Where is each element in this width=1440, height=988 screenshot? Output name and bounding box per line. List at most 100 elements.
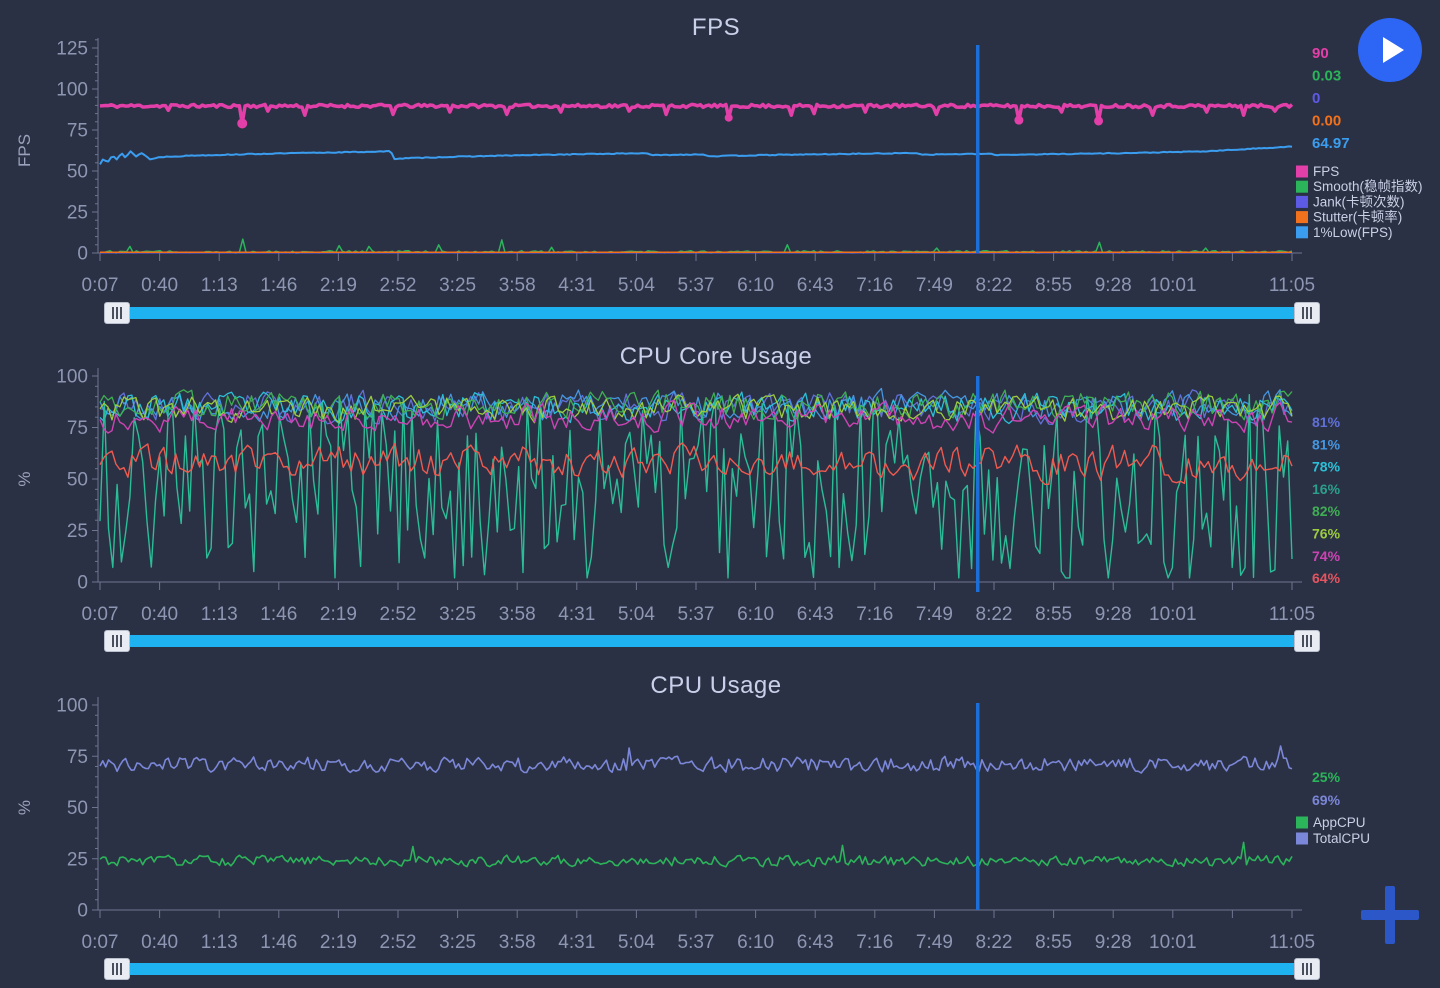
x-tick-label: 3:25	[439, 275, 476, 296]
x-tick-label: 7:16	[856, 604, 893, 625]
scrollbar-right-handle[interactable]	[1294, 958, 1320, 980]
x-tick-label: 2:52	[380, 932, 417, 953]
fps-timeline-scrollbar[interactable]	[104, 302, 1320, 324]
x-tick-label: 6:43	[797, 932, 834, 953]
y-axis-label: %	[15, 471, 34, 486]
y-tick-label: 0	[77, 901, 88, 922]
fps-chart-title: FPS	[691, 14, 741, 41]
scrollbar-track[interactable]	[128, 307, 1296, 319]
x-tick-label: 10:01	[1149, 275, 1197, 296]
scrollbar-track[interactable]	[128, 963, 1296, 975]
cpu-chart-title: CPU Usage	[650, 672, 782, 699]
current-value: 82%	[1312, 503, 1341, 519]
x-tick-label: 5:04	[618, 275, 655, 296]
y-tick-label: 50	[67, 798, 88, 819]
x-tick-label: 4:31	[558, 604, 595, 625]
legend-label: Smooth(稳帧指数)	[1313, 179, 1423, 194]
x-tick-label: 6:10	[737, 275, 774, 296]
x-tick-label: 9:28	[1095, 932, 1132, 953]
x-tick-label: 11:05	[1269, 932, 1315, 953]
x-tick-label: 2:52	[380, 275, 417, 296]
x-tick-label: 8:22	[976, 932, 1013, 953]
x-tick-label: 1:13	[201, 932, 238, 953]
x-tick-label: 1:13	[201, 604, 238, 625]
x-tick-label: 10:01	[1149, 604, 1197, 625]
x-tick-label: 8:22	[976, 275, 1013, 296]
x-tick-label: 1:46	[260, 932, 297, 953]
current-value: 0.03	[1312, 68, 1341, 85]
current-value: 69%	[1312, 792, 1341, 808]
current-value: 64.97	[1312, 135, 1350, 152]
x-tick-label: 5:37	[678, 275, 715, 296]
x-tick-label: 6:10	[737, 604, 774, 625]
legend-label: AppCPU	[1313, 815, 1366, 830]
scrollbar-right-handle[interactable]	[1294, 630, 1320, 652]
series-marker-fps	[724, 113, 733, 122]
add-chart-button[interactable]	[1356, 881, 1424, 949]
x-tick-label: 0:07	[82, 604, 119, 625]
series-line-core5	[99, 389, 1293, 421]
y-tick-label: 50	[67, 162, 88, 183]
x-tick-label: 3:25	[439, 932, 476, 953]
y-tick-label: 50	[67, 470, 88, 491]
legend-swatch	[1296, 211, 1308, 224]
x-tick-label: 1:13	[201, 275, 238, 296]
scrollbar-left-handle[interactable]	[104, 958, 130, 980]
y-tick-label: 25	[67, 521, 88, 542]
x-tick-label: 10:01	[1149, 932, 1197, 953]
x-tick-label: 8:22	[976, 604, 1013, 625]
x-tick-label: 9:28	[1095, 604, 1132, 625]
current-value: 76%	[1312, 526, 1341, 542]
cpu-core-timeline-scrollbar[interactable]	[104, 630, 1320, 652]
series-line-core7	[99, 399, 1293, 434]
chart-fps: 0 25 50 75 100 125 FPS 0:07 0:40 1:13 1:46 2:19 2:52…	[15, 38, 1423, 296]
scrollbar-left-handle[interactable]	[104, 630, 130, 652]
x-tick-label: 5:04	[618, 604, 655, 625]
scrollbar-track[interactable]	[128, 635, 1296, 647]
x-tick-label: 3:58	[499, 604, 536, 625]
x-tick-label: 0:07	[82, 275, 119, 296]
x-tick-label: 7:16	[856, 932, 893, 953]
x-tick-label: 7:49	[916, 932, 953, 953]
x-tick-label: 3:58	[499, 932, 536, 953]
legend-label: TotalCPU	[1313, 831, 1370, 846]
x-tick-label: 3:58	[499, 275, 536, 296]
current-value: 81%	[1312, 436, 1341, 452]
x-tick-label: 4:31	[558, 932, 595, 953]
current-value: 0	[1312, 90, 1320, 107]
y-tick-label: 25	[67, 849, 88, 870]
series-line-totalcpu	[99, 745, 1293, 774]
current-value: 0.00	[1312, 113, 1341, 130]
y-tick-label: 100	[56, 696, 88, 717]
x-tick-label: 5:04	[618, 932, 655, 953]
x-tick-label: 5:37	[678, 932, 715, 953]
scrollbar-right-handle[interactable]	[1294, 302, 1320, 324]
y-tick-label: 75	[67, 418, 88, 439]
plus-icon	[1356, 881, 1424, 949]
legend-swatch	[1296, 832, 1308, 845]
y-axis-label: FPS	[15, 134, 34, 167]
cpu-timeline-scrollbar[interactable]	[104, 958, 1320, 980]
x-tick-label: 1:46	[260, 604, 297, 625]
current-value: 90	[1312, 45, 1329, 62]
x-tick-label: 7:16	[856, 275, 893, 296]
x-tick-label: 2:19	[320, 275, 357, 296]
chart-cpu-usage: 0 25 50 75 100% 0:07 0:40 1:13 1:46 2:19 2:52 3:25 3…	[15, 696, 1370, 954]
play-button[interactable]	[1358, 18, 1422, 82]
legend-label: 1%Low(FPS)	[1313, 225, 1393, 240]
x-tick-label: 1:46	[260, 275, 297, 296]
x-tick-label: 9:28	[1095, 275, 1132, 296]
current-value: 16%	[1312, 481, 1341, 497]
series-line-fps	[99, 102, 1294, 126]
scrollbar-left-handle[interactable]	[104, 302, 130, 324]
x-tick-label: 4:31	[558, 275, 595, 296]
legend-label: Stutter(卡顿率)	[1313, 209, 1402, 225]
x-tick-label: 8:55	[1035, 932, 1072, 953]
x-tick-label: 11:05	[1269, 604, 1315, 625]
series-marker-fps	[1094, 116, 1104, 126]
x-tick-label: 2:19	[320, 932, 357, 953]
legend-swatch	[1296, 195, 1308, 208]
x-tick-label: 6:43	[797, 604, 834, 625]
